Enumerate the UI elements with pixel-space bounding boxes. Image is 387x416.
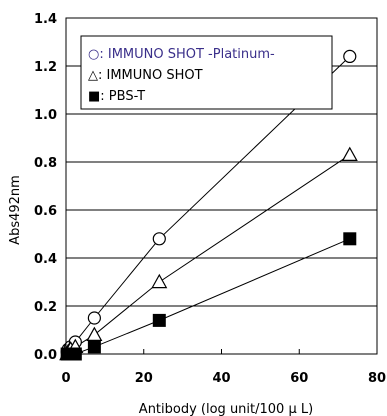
legend: ○: IMMUNO SHOT -Platinum- △: IMMUNO SHOT…	[80, 35, 333, 110]
data-point-2	[87, 340, 101, 354]
y-tick-label: 1.4	[34, 12, 57, 27]
y-tick-label: 0.8	[34, 156, 57, 171]
x-tick-label: 0	[61, 371, 70, 386]
y-tick-label: 1.2	[34, 60, 57, 75]
y-tick-label: 1.0	[34, 108, 57, 123]
x-tick-label: 80	[368, 371, 386, 386]
x-axis-label: Antibody (log unit/100 μ L)	[139, 402, 313, 416]
y-tick-label: 0.0	[34, 348, 57, 363]
data-point-0	[152, 232, 166, 246]
data-point-1	[151, 273, 168, 289]
data-point-1	[341, 146, 358, 161]
y-tick-label: 0.6	[34, 204, 57, 219]
data-point-0	[87, 311, 101, 325]
x-tick-label: 60	[290, 371, 308, 386]
data-point-1	[86, 326, 103, 341]
x-tick-label: 20	[135, 371, 153, 386]
legend-entry-pbs-t: ■: PBS-T	[88, 89, 145, 104]
legend-entry-immuno-shot: △: IMMUNO SHOT	[88, 68, 203, 83]
series-line-1	[66, 154, 351, 355]
series-line-2	[67, 238, 350, 355]
data-point-2	[343, 232, 357, 246]
legend-box	[80, 35, 333, 110]
y-axis-label: Abs492nm	[8, 175, 23, 245]
data-point-2	[152, 313, 166, 327]
x-tick-label: 40	[212, 371, 230, 386]
y-tick-label: 0.2	[34, 300, 57, 315]
axis-ticks: 0.0 0.2 0.4 0.6 0.8 1.0 1.2 1.4 0 20 40 60 80	[34, 12, 386, 386]
legend-entry-platinum: ○: IMMUNO SHOT -Platinum-	[88, 47, 275, 62]
series-markers	[59, 49, 358, 361]
y-tick-label: 0.4	[34, 252, 57, 267]
data-point-0	[343, 49, 357, 64]
